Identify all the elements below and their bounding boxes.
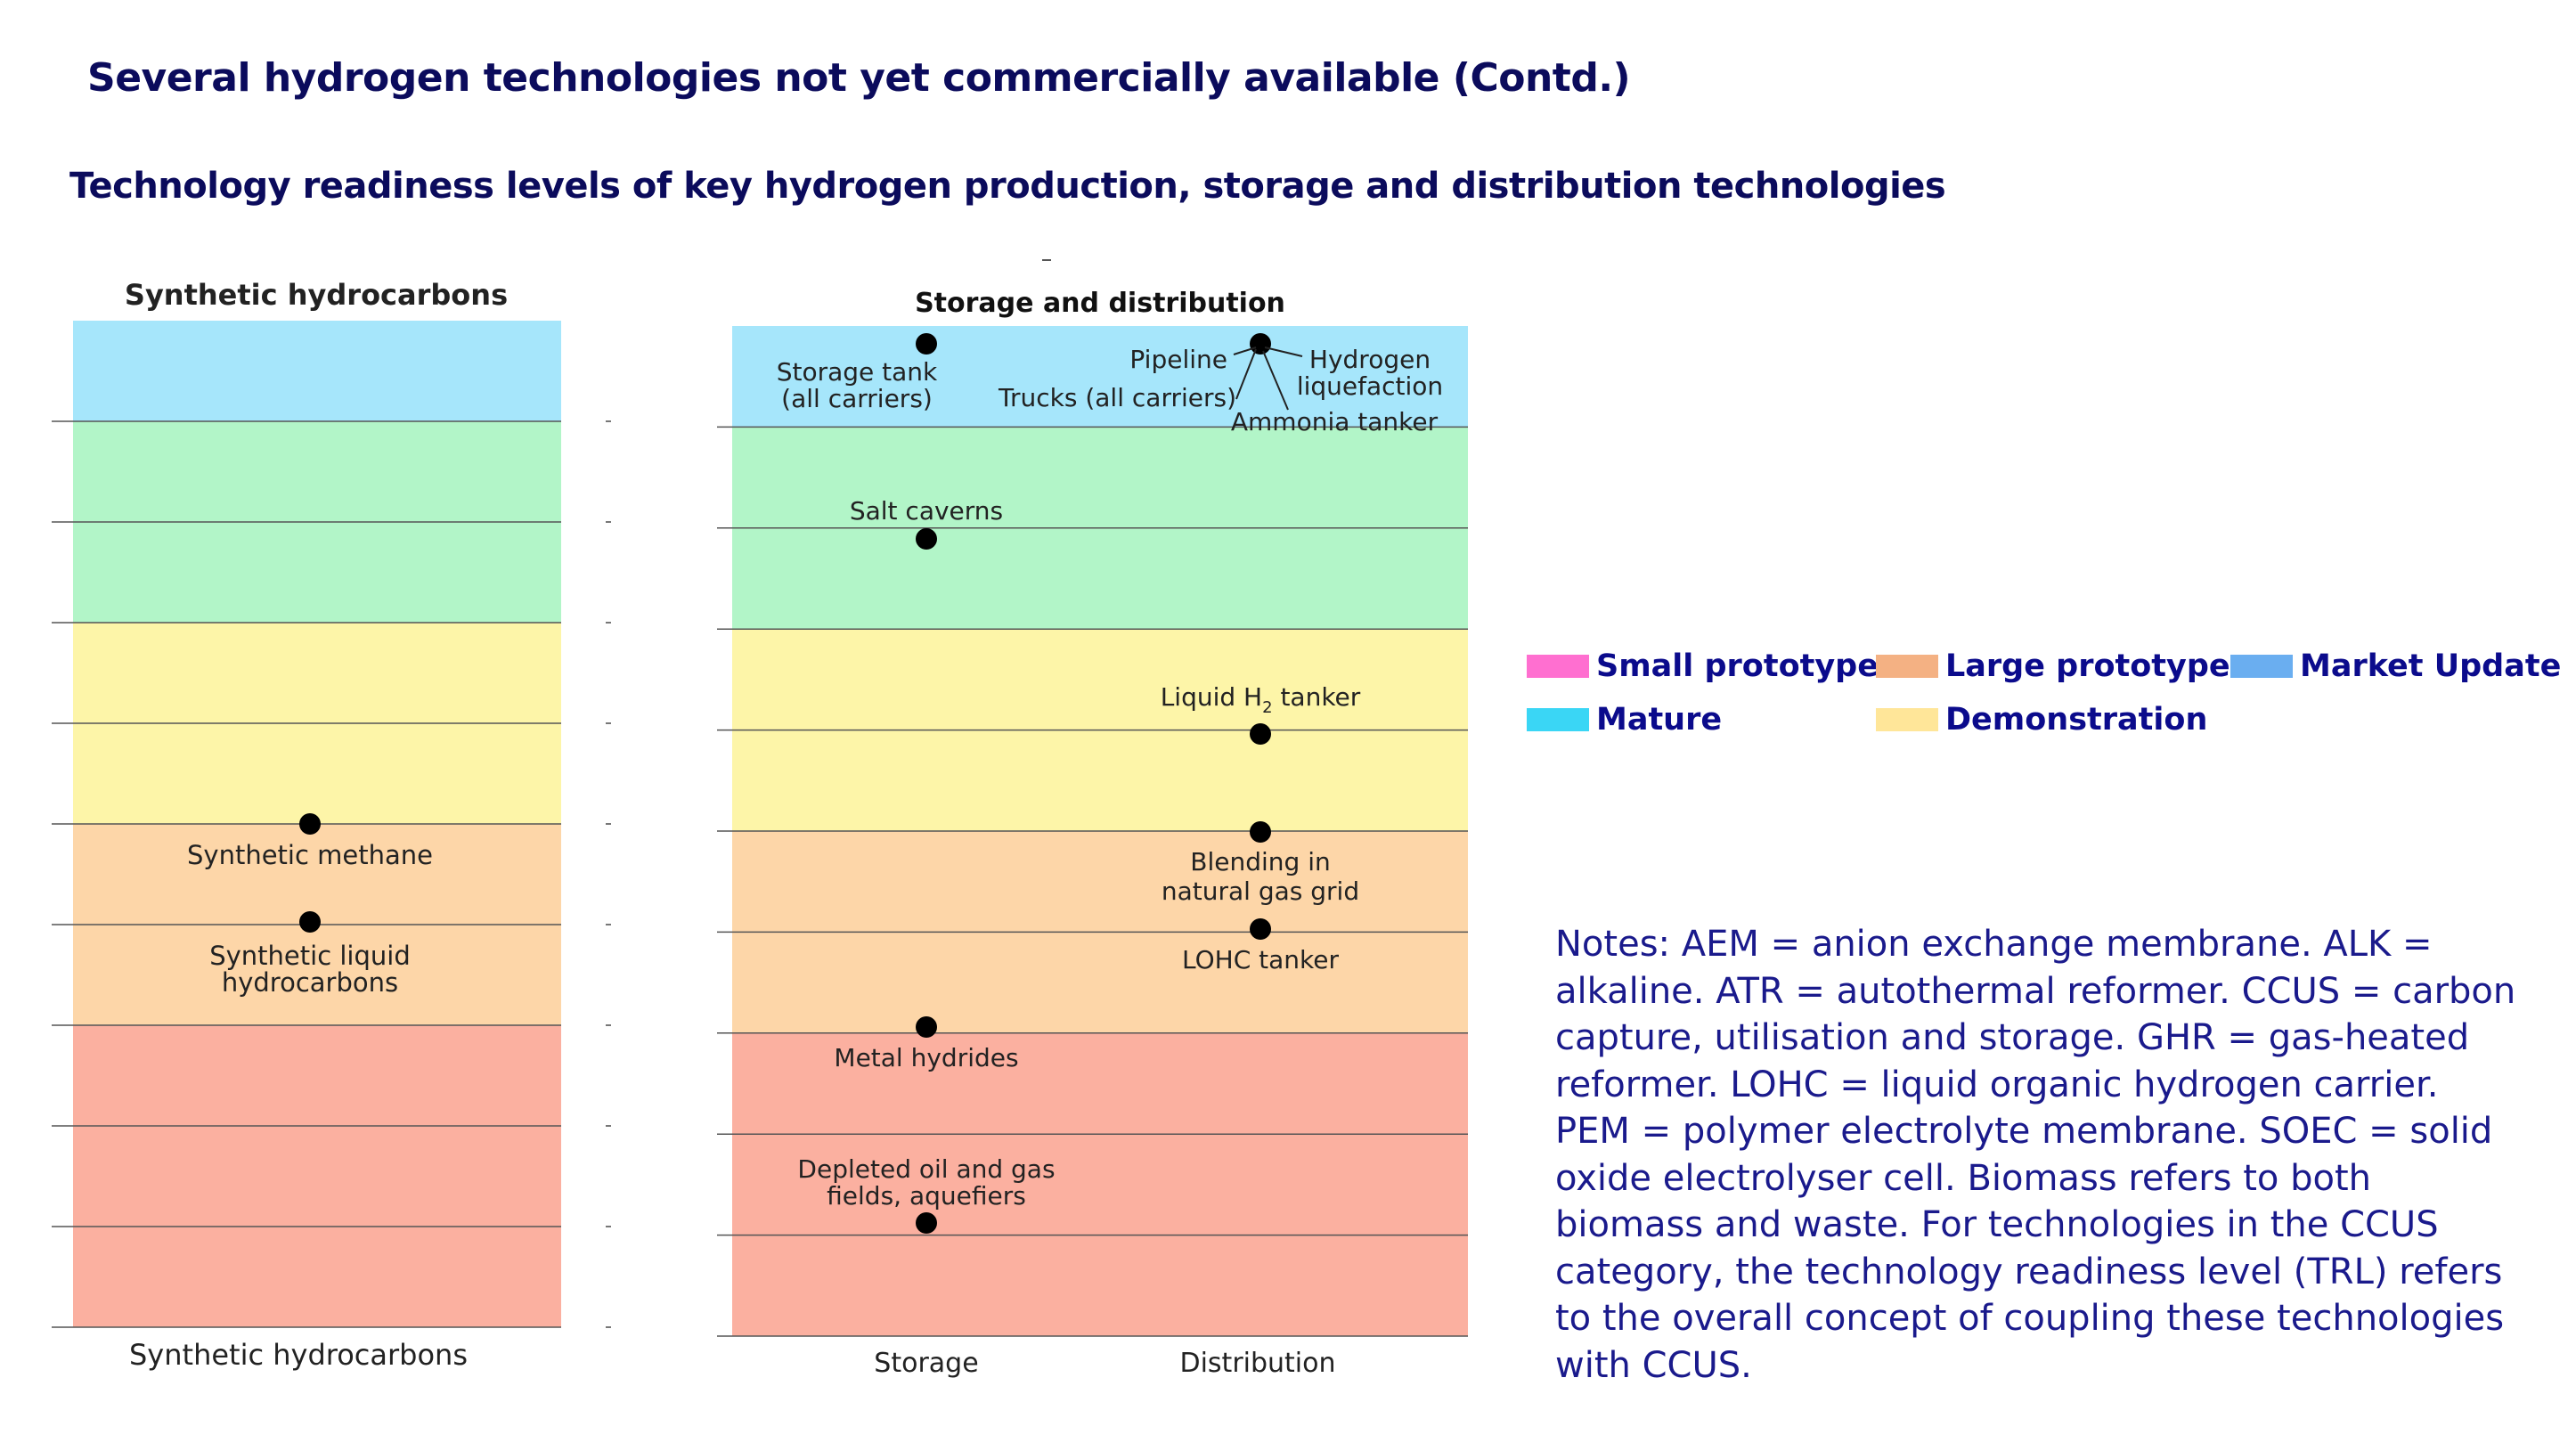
point-storage-tank <box>916 333 937 355</box>
band-4 <box>73 1025 561 1327</box>
legend-label: Mature <box>1596 702 1723 738</box>
legend-swatch <box>1527 655 1589 678</box>
point-pipeline-cluster <box>1250 333 1271 355</box>
legend-swatch <box>1876 655 1938 678</box>
chart-subtitle: Technology readiness levels of key hydro… <box>69 166 1946 207</box>
label-metal-hydrides: Metal hydrides <box>834 1043 1018 1072</box>
category-storage: Storage <box>874 1348 978 1379</box>
label-synthetic-liquid-hydrocarbons: Synthetic liquid hydrocarbons <box>209 941 411 998</box>
panel-storage-distribution: Storage and distribution Storage Distrib… <box>717 288 1468 1379</box>
label-trucks: Trucks (all carriers) <box>998 383 1236 412</box>
pipeline-connectors <box>1233 346 1303 411</box>
label-salt-caverns: Salt caverns <box>850 496 1003 526</box>
category-distribution: Distribution <box>1179 1348 1335 1379</box>
legend-item-small-prototype: Small prototype <box>1527 648 1879 684</box>
label-ammonia-tanker: Ammonia tanker <box>1231 407 1439 436</box>
band-4 <box>732 1032 1468 1336</box>
point-salt-caverns <box>916 528 937 550</box>
label-hydrogen-liquefaction: Hydrogen liquefaction <box>1297 345 1443 401</box>
label-storage-tank: Storage tank (all carriers) <box>777 357 938 413</box>
label-pipeline: Pipeline <box>1129 345 1227 374</box>
legend-item-market-update: Market Update <box>2230 648 2561 684</box>
legend-item-demonstration: Demonstration <box>1876 702 2207 738</box>
panel-synthetic-hydrocarbons: Synthetic hydrocarbons Synthetic hydroca… <box>52 278 561 1372</box>
legend-label: Small prototype <box>1596 648 1879 684</box>
legend: Small prototype Large prototype Market U… <box>1527 648 2576 773</box>
point-blending-gas-grid <box>1250 821 1271 843</box>
notes: Notes: AEM = anion exchange membrane. AL… <box>1555 924 2516 1386</box>
point-liquid-h2-tanker <box>1250 723 1271 745</box>
band-0 <box>732 326 1468 428</box>
legend-swatch <box>2230 655 2293 678</box>
point-lohc-tanker <box>1250 918 1271 940</box>
label-blending-gas-grid: Blending in natural gas grid <box>1162 847 1359 906</box>
legend-item-large-prototype: Large prototype <box>1876 648 2230 684</box>
point-depleted-fields <box>916 1212 937 1234</box>
legend-swatch <box>1876 708 1938 731</box>
label-depleted-fields: Depleted oil and gas fields, aquefiers <box>797 1154 1055 1211</box>
page-title: Several hydrogen technologies not yet co… <box>87 55 1631 101</box>
point-metal-hydrides <box>916 1016 937 1038</box>
label-lohc-tanker: LOHC tanker <box>1182 945 1339 974</box>
legend-label: Demonstration <box>1945 702 2208 738</box>
right-panel-title: Storage and distribution <box>915 288 1285 319</box>
band-0 <box>73 321 561 421</box>
point-synthetic-methane <box>299 813 321 835</box>
legend-item-mature: Mature <box>1527 702 1722 738</box>
left-panel-xlabel: Synthetic hydrocarbons <box>129 1338 468 1372</box>
right-gridlines <box>717 426 1468 1337</box>
legend-label: Market Update <box>2300 648 2562 684</box>
label-synthetic-methane: Synthetic methane <box>187 840 433 870</box>
left-gridlines <box>52 420 561 1328</box>
legend-label: Large prototype <box>1945 648 2230 684</box>
left-panel-title: Synthetic hydrocarbons <box>125 278 508 312</box>
label-liquid-h2-tanker: Liquid H2 tanker <box>1161 682 1361 717</box>
axis-tick-marks <box>606 420 611 1328</box>
point-synthetic-liquid-hydrocarbons <box>299 911 321 933</box>
legend-swatch <box>1527 708 1589 731</box>
